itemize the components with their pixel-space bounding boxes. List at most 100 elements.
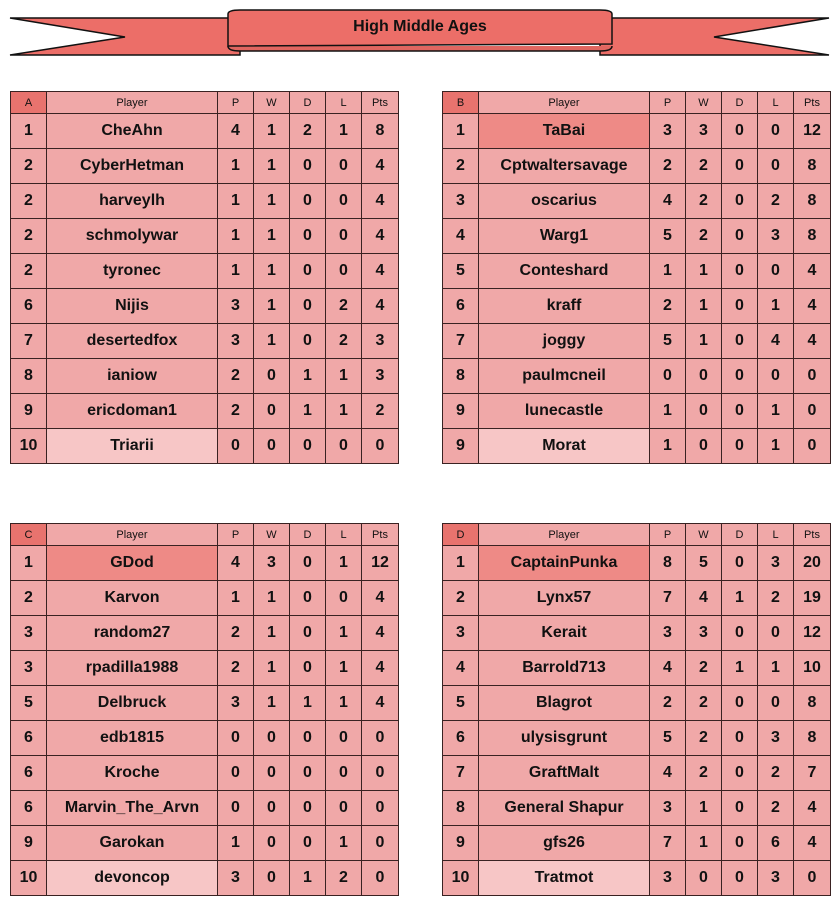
table-row: 10 devoncop 3 0 1 2 0 [10, 860, 399, 896]
rank-cell: 9 [10, 393, 47, 429]
played-cell: 3 [649, 860, 686, 896]
drawn-cell: 0 [289, 790, 326, 826]
played-cell: 3 [217, 323, 254, 359]
lost-cell: 2 [325, 288, 362, 324]
player-cell: CyberHetman [46, 148, 218, 184]
group-c-standings-table: C Player P W D L Pts 1 GDod 4 3 0 1 12 2 Karvon 1 1 0 0 4 3 ra… [10, 523, 399, 896]
group-label: D [442, 523, 479, 546]
won-cell: 1 [253, 218, 290, 254]
won-cell: 2 [685, 755, 722, 791]
played-cell: 0 [649, 358, 686, 394]
column-header-pts: Pts [793, 523, 831, 546]
player-cell: desertedfox [46, 323, 218, 359]
drawn-cell: 1 [721, 650, 758, 686]
played-cell: 1 [217, 183, 254, 219]
points-cell: 0 [361, 720, 399, 756]
lost-cell: 1 [325, 113, 362, 149]
drawn-cell: 0 [721, 720, 758, 756]
group-label: C [10, 523, 47, 546]
played-cell: 4 [649, 650, 686, 686]
lost-cell: 1 [325, 545, 362, 581]
points-cell: 4 [361, 183, 399, 219]
column-header-player: Player [478, 523, 650, 546]
lost-cell: 1 [325, 685, 362, 721]
column-header-p: P [649, 91, 686, 114]
played-cell: 0 [217, 755, 254, 791]
lost-cell: 0 [757, 253, 794, 289]
won-cell: 0 [253, 860, 290, 896]
points-cell: 4 [793, 288, 831, 324]
rank-cell: 6 [10, 288, 47, 324]
points-cell: 8 [793, 183, 831, 219]
won-cell: 1 [253, 113, 290, 149]
lost-cell: 2 [757, 183, 794, 219]
lost-cell: 3 [757, 545, 794, 581]
rank-cell: 1 [10, 113, 47, 149]
lost-cell: 2 [757, 755, 794, 791]
lost-cell: 0 [325, 755, 362, 791]
rank-cell: 2 [10, 218, 47, 254]
points-cell: 4 [361, 650, 399, 686]
column-header-pts: Pts [361, 523, 399, 546]
rank-cell: 4 [442, 650, 479, 686]
lost-cell: 1 [757, 650, 794, 686]
table-row: 9 gfs26 7 1 0 6 4 [442, 825, 831, 861]
won-cell: 0 [253, 393, 290, 429]
drawn-cell: 0 [721, 428, 758, 464]
played-cell: 3 [217, 685, 254, 721]
player-cell: Conteshard [478, 253, 650, 289]
played-cell: 1 [217, 148, 254, 184]
rank-cell: 3 [10, 650, 47, 686]
drawn-cell: 2 [289, 113, 326, 149]
table-row: 3 oscarius 4 2 0 2 8 [442, 183, 831, 219]
player-cell: GraftMalt [478, 755, 650, 791]
played-cell: 2 [649, 685, 686, 721]
points-cell: 4 [793, 253, 831, 289]
drawn-cell: 0 [289, 755, 326, 791]
played-cell: 4 [649, 183, 686, 219]
rank-cell: 7 [442, 323, 479, 359]
points-cell: 0 [361, 860, 399, 896]
table-row: 9 Morat 1 0 0 1 0 [442, 428, 831, 464]
rank-cell: 1 [10, 545, 47, 581]
lost-cell: 2 [757, 580, 794, 616]
points-cell: 8 [361, 113, 399, 149]
drawn-cell: 0 [289, 615, 326, 651]
played-cell: 1 [649, 393, 686, 429]
player-cell: kraff [478, 288, 650, 324]
points-cell: 0 [361, 755, 399, 791]
table-row: 5 Delbruck 3 1 1 1 4 [10, 685, 399, 721]
lost-cell: 0 [325, 580, 362, 616]
player-cell: gfs26 [478, 825, 650, 861]
lost-cell: 6 [757, 825, 794, 861]
rank-cell: 3 [442, 615, 479, 651]
played-cell: 3 [217, 288, 254, 324]
lost-cell: 0 [325, 720, 362, 756]
drawn-cell: 0 [289, 323, 326, 359]
points-cell: 0 [793, 393, 831, 429]
played-cell: 7 [649, 825, 686, 861]
lost-cell: 3 [757, 860, 794, 896]
column-header-pts: Pts [793, 91, 831, 114]
table-row: 5 Conteshard 1 1 0 0 4 [442, 253, 831, 289]
table-row: 3 random27 2 1 0 1 4 [10, 615, 399, 651]
won-cell: 1 [253, 685, 290, 721]
rank-cell: 6 [442, 288, 479, 324]
played-cell: 3 [649, 790, 686, 826]
won-cell: 2 [685, 148, 722, 184]
player-cell: Triarii [46, 428, 218, 464]
table-row: 2 tyronec 1 1 0 0 4 [10, 253, 399, 289]
lost-cell: 1 [757, 393, 794, 429]
played-cell: 1 [217, 825, 254, 861]
rank-cell: 2 [10, 183, 47, 219]
column-header-l: L [325, 91, 362, 114]
rank-cell: 8 [10, 358, 47, 394]
won-cell: 1 [253, 183, 290, 219]
table-row: 5 Blagrot 2 2 0 0 8 [442, 685, 831, 721]
table-row: 6 Kroche 0 0 0 0 0 [10, 755, 399, 791]
won-cell: 1 [685, 825, 722, 861]
drawn-cell: 1 [289, 393, 326, 429]
won-cell: 0 [253, 358, 290, 394]
drawn-cell: 0 [721, 825, 758, 861]
rank-cell: 1 [442, 545, 479, 581]
